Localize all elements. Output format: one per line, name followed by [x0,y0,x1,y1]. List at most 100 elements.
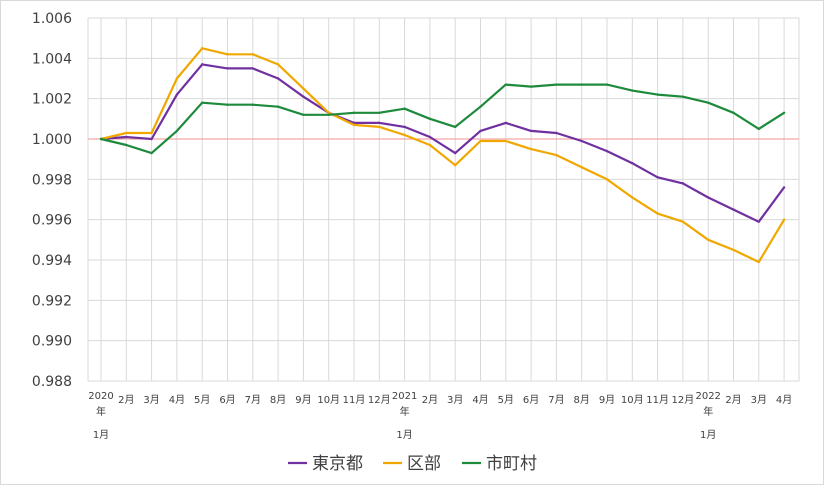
series-1-point [605,149,609,153]
x-tick-label: 1月 [700,429,716,441]
series-3-point [327,113,330,117]
x-tick-label: 2021 [392,391,417,402]
series-2-point [504,139,507,143]
x-tick-label: 6月 [523,394,539,406]
series-3-point [175,129,179,133]
series-3-point [757,127,760,131]
series-2-point [681,220,685,223]
series-2-point [302,87,305,90]
series-2-point [580,166,583,169]
series-2-point [352,123,356,127]
series-2-point [782,218,786,221]
series-1-point [656,176,659,179]
series-3-point [631,89,634,92]
series-3-point [580,83,583,86]
series-3-point [454,125,457,129]
y-tick-label: 1.000 [32,132,72,148]
x-tick-label: 年 [96,405,106,418]
series-line-3 [100,83,785,155]
series-3-point [378,111,381,114]
series-2-point [428,143,432,147]
series-3-point [150,151,153,155]
series-1-point [479,129,482,133]
series-1-point [302,95,305,98]
series-1-point [580,139,583,143]
series-3-point [226,103,229,106]
series-1-point [681,182,685,185]
x-tick-label: 4月 [776,394,792,406]
x-tick-label: 7月 [245,394,261,406]
series-1-point [125,135,128,139]
series-1-point [707,196,710,199]
series-3-point [276,105,280,108]
series-1-point [757,220,760,223]
series-3-point [201,101,204,104]
series-1-point [428,135,432,139]
series-2-point [327,111,330,114]
series-1-point [631,162,634,165]
x-tick-label: 10月 [621,394,644,406]
series-2-point [529,147,533,151]
x-tick-label: 3月 [447,394,463,406]
x-tick-label: 7月 [548,394,564,406]
x-tick-label: 1月 [93,429,109,441]
series-1-point [201,63,204,66]
series-3-point [302,113,305,117]
series-1-point [782,186,786,189]
x-tick-label: 3月 [751,394,767,406]
series-1-point [251,67,254,70]
x-tick-label: 2月 [422,394,438,406]
axis-layer: 0.988 0.990 0.992 0.994 0.996 0.998 1.000 1.002… [32,11,792,441]
series-1-point [555,131,558,135]
series-2-point [454,164,457,167]
series-1-point [529,129,533,133]
series-2-point [757,260,760,264]
y-tick-label: 0.998 [32,172,72,188]
series-3-point [428,117,432,121]
series-2-point [656,212,659,215]
series-line-2 [100,47,786,264]
x-tick-label: 11月 [343,394,366,406]
series-1-point [732,208,735,211]
y-tick-label: 0.994 [32,253,72,269]
y-tick-label: 0.990 [32,334,72,350]
series-2-point [378,125,381,129]
series-3-point [529,85,533,88]
series-1-point [150,137,153,141]
series-3-point [403,107,406,110]
series-2-point [125,131,128,135]
x-tick-label: 11月 [646,394,669,406]
x-tick-label: 3月 [143,394,159,406]
series-3-point [251,103,254,106]
x-tick-label: 6月 [219,394,235,406]
series-1-point [454,151,457,155]
x-tick-label: 1月 [396,429,412,441]
series-2-point [732,248,735,252]
series-1-point [276,77,280,80]
series-3-point [99,137,103,141]
y-tick-label: 0.992 [32,293,72,309]
x-tick-label: 9月 [295,394,311,406]
series-3-point [125,143,128,147]
series-3-point [479,105,482,108]
series-1-point [504,121,507,125]
series-1-point [403,125,406,129]
x-tick-label: 2月 [725,394,741,406]
y-tick-label: 0.996 [32,213,72,229]
series-2-point [150,131,153,135]
x-tick-label: 10月 [317,394,340,406]
series-2-point [707,238,710,242]
x-tick-label: 4月 [169,394,185,406]
x-tick-label: 2022 [695,391,720,402]
x-tick-label: 2月 [118,394,134,406]
series-3-point [504,83,507,86]
legend-label: 区部 [407,454,441,474]
series-1-point [226,67,229,70]
x-tick-label: 5月 [194,394,210,406]
series-3-point [555,83,558,86]
x-tick-label: 8月 [574,394,590,406]
series-3-point [681,95,685,98]
series-3-point [732,111,735,114]
series-2-point [605,178,609,181]
